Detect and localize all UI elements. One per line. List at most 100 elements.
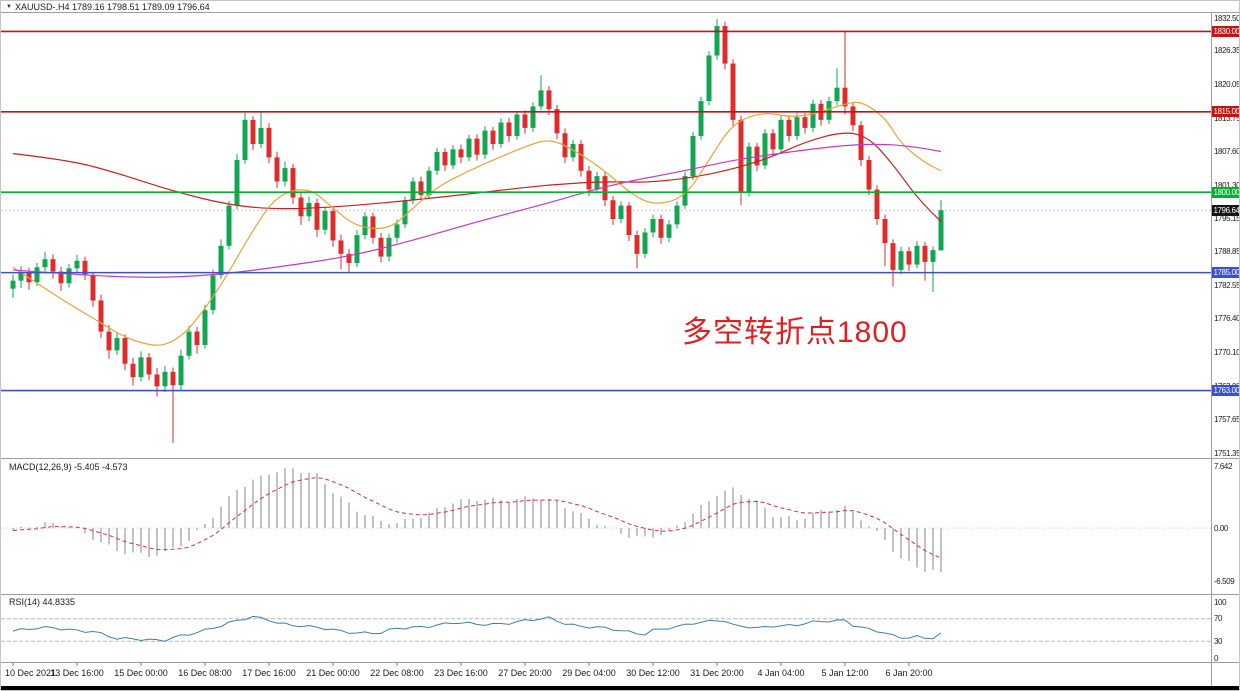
candle-body xyxy=(746,146,752,193)
price-scale-tick: 1751.35 xyxy=(1214,448,1240,458)
candle-body xyxy=(130,363,136,378)
candle-body xyxy=(394,224,400,238)
candle-body xyxy=(266,127,272,158)
rsi-scale-tick: 0 xyxy=(1214,653,1219,663)
candle-body xyxy=(202,310,208,345)
triangle-down-icon: ▼ xyxy=(6,4,12,10)
candle-body xyxy=(290,168,296,198)
ma-magenta-line xyxy=(12,143,942,278)
price-scale-tick: 1820.05 xyxy=(1214,80,1240,90)
candle-body xyxy=(730,63,736,120)
candle-body xyxy=(10,280,16,289)
candle-body xyxy=(50,259,56,272)
symbol-ohlc-line: ▼ XAUUSD-.H4 1789.16 1798.51 1789.09 179… xyxy=(6,2,210,12)
candle-body xyxy=(618,205,624,220)
rsi-scale-tick: 30 xyxy=(1214,636,1223,646)
macd-panel-layer xyxy=(1,468,1211,573)
macd-indicator-label: MACD(12,26,9) -5.405 -4.573 xyxy=(9,462,128,472)
candle-body xyxy=(218,245,224,276)
candle-body xyxy=(794,117,800,136)
candle-body xyxy=(298,197,304,217)
candle-body xyxy=(34,267,40,283)
candle-body xyxy=(834,87,840,102)
time-axis-label: 22 Dec 08:00 xyxy=(370,668,424,678)
candle-body xyxy=(234,160,240,206)
candle-body xyxy=(458,149,464,158)
candle-body xyxy=(682,176,688,206)
time-scale[interactable]: 10 Dec 2021 13 Dec 16:00 15 Dec 00:00 16 De… xyxy=(1,668,1239,684)
candle-body xyxy=(490,130,496,144)
candle-body xyxy=(42,259,48,268)
candle-body xyxy=(474,138,480,155)
candle-body xyxy=(450,149,456,166)
chart-annotation-text[interactable]: 多空转折点1800 xyxy=(682,316,908,349)
candle-body xyxy=(866,160,872,190)
candle-body xyxy=(258,127,264,144)
candle-body xyxy=(250,119,256,144)
candle-body xyxy=(162,371,168,387)
candle-body xyxy=(586,170,592,190)
candle-body xyxy=(930,250,936,262)
candle-body xyxy=(90,275,96,301)
candle-body xyxy=(610,200,616,220)
candle-body xyxy=(858,125,864,161)
time-axis-label: 6 Jan 20:00 xyxy=(885,668,933,678)
candle-body xyxy=(850,106,856,126)
time-axis-label: 10 Dec 2021 xyxy=(5,668,57,678)
candle-body xyxy=(594,176,600,190)
main-chart-layer xyxy=(1,19,1211,444)
time-axis-label: 21 Dec 00:00 xyxy=(306,668,360,678)
candle-body xyxy=(706,55,712,102)
price-scale-tick: 1757.65 xyxy=(1214,414,1240,424)
candle-body xyxy=(98,300,104,332)
candle-body xyxy=(82,260,88,276)
candle-body xyxy=(874,189,880,220)
candle-body xyxy=(762,133,768,166)
candle-body xyxy=(906,251,912,265)
price-scale[interactable]: 1832.50 1826.35 1820.05 1813.75 1807.60 1801.… xyxy=(1212,12,1240,686)
candle-body xyxy=(186,331,192,356)
candle-body xyxy=(138,357,144,378)
candle-body xyxy=(354,235,360,263)
candle-body xyxy=(714,26,720,56)
candle-body xyxy=(322,210,328,230)
macd-scale-tick: 0.00 xyxy=(1214,523,1228,533)
price-scale-tick: 1788.85 xyxy=(1214,247,1240,257)
time-axis-label: 30 Dec 12:00 xyxy=(626,668,680,678)
price-scale-tick: 1801.30 xyxy=(1214,180,1240,190)
candle-body xyxy=(74,260,80,269)
rsi-panel-layer xyxy=(1,615,1211,642)
time-axis-label: 5 Jan 12:00 xyxy=(821,668,869,678)
time-axis-label: 29 Dec 04:00 xyxy=(562,668,616,678)
candle-body xyxy=(786,119,792,136)
candle-body xyxy=(690,135,696,177)
hline-price-label: 1763.00 xyxy=(1212,385,1240,397)
candle-body xyxy=(170,371,176,386)
candle-body xyxy=(106,331,112,351)
time-axis-label: 16 Dec 08:00 xyxy=(178,668,232,678)
macd-scale-tick: 7.642 xyxy=(1214,461,1233,471)
candle-body xyxy=(410,181,416,201)
rsi-line xyxy=(12,615,942,642)
candle-body xyxy=(546,90,552,110)
candle-body xyxy=(738,119,744,193)
candle-body xyxy=(114,338,120,351)
candle-body xyxy=(274,157,280,182)
price-scale-tick: 1813.75 xyxy=(1214,114,1240,123)
candle-body xyxy=(642,232,648,254)
candle-body xyxy=(602,176,608,201)
candle-body xyxy=(314,202,320,230)
candle-body xyxy=(466,138,472,158)
candle-body xyxy=(338,240,344,254)
candle-body xyxy=(226,205,232,246)
symbol-ohlc-text: XAUUSD-.H4 1789.16 1798.51 1789.09 1796.… xyxy=(14,2,210,12)
candle-body xyxy=(402,200,408,225)
bottom-bar xyxy=(1,686,1239,690)
current-price-label: 1796.64 xyxy=(1212,204,1240,216)
candle-body xyxy=(434,152,440,171)
candle-body xyxy=(650,219,656,233)
candle-body xyxy=(914,245,920,265)
candle-body xyxy=(122,338,128,364)
candle-body xyxy=(538,90,544,107)
